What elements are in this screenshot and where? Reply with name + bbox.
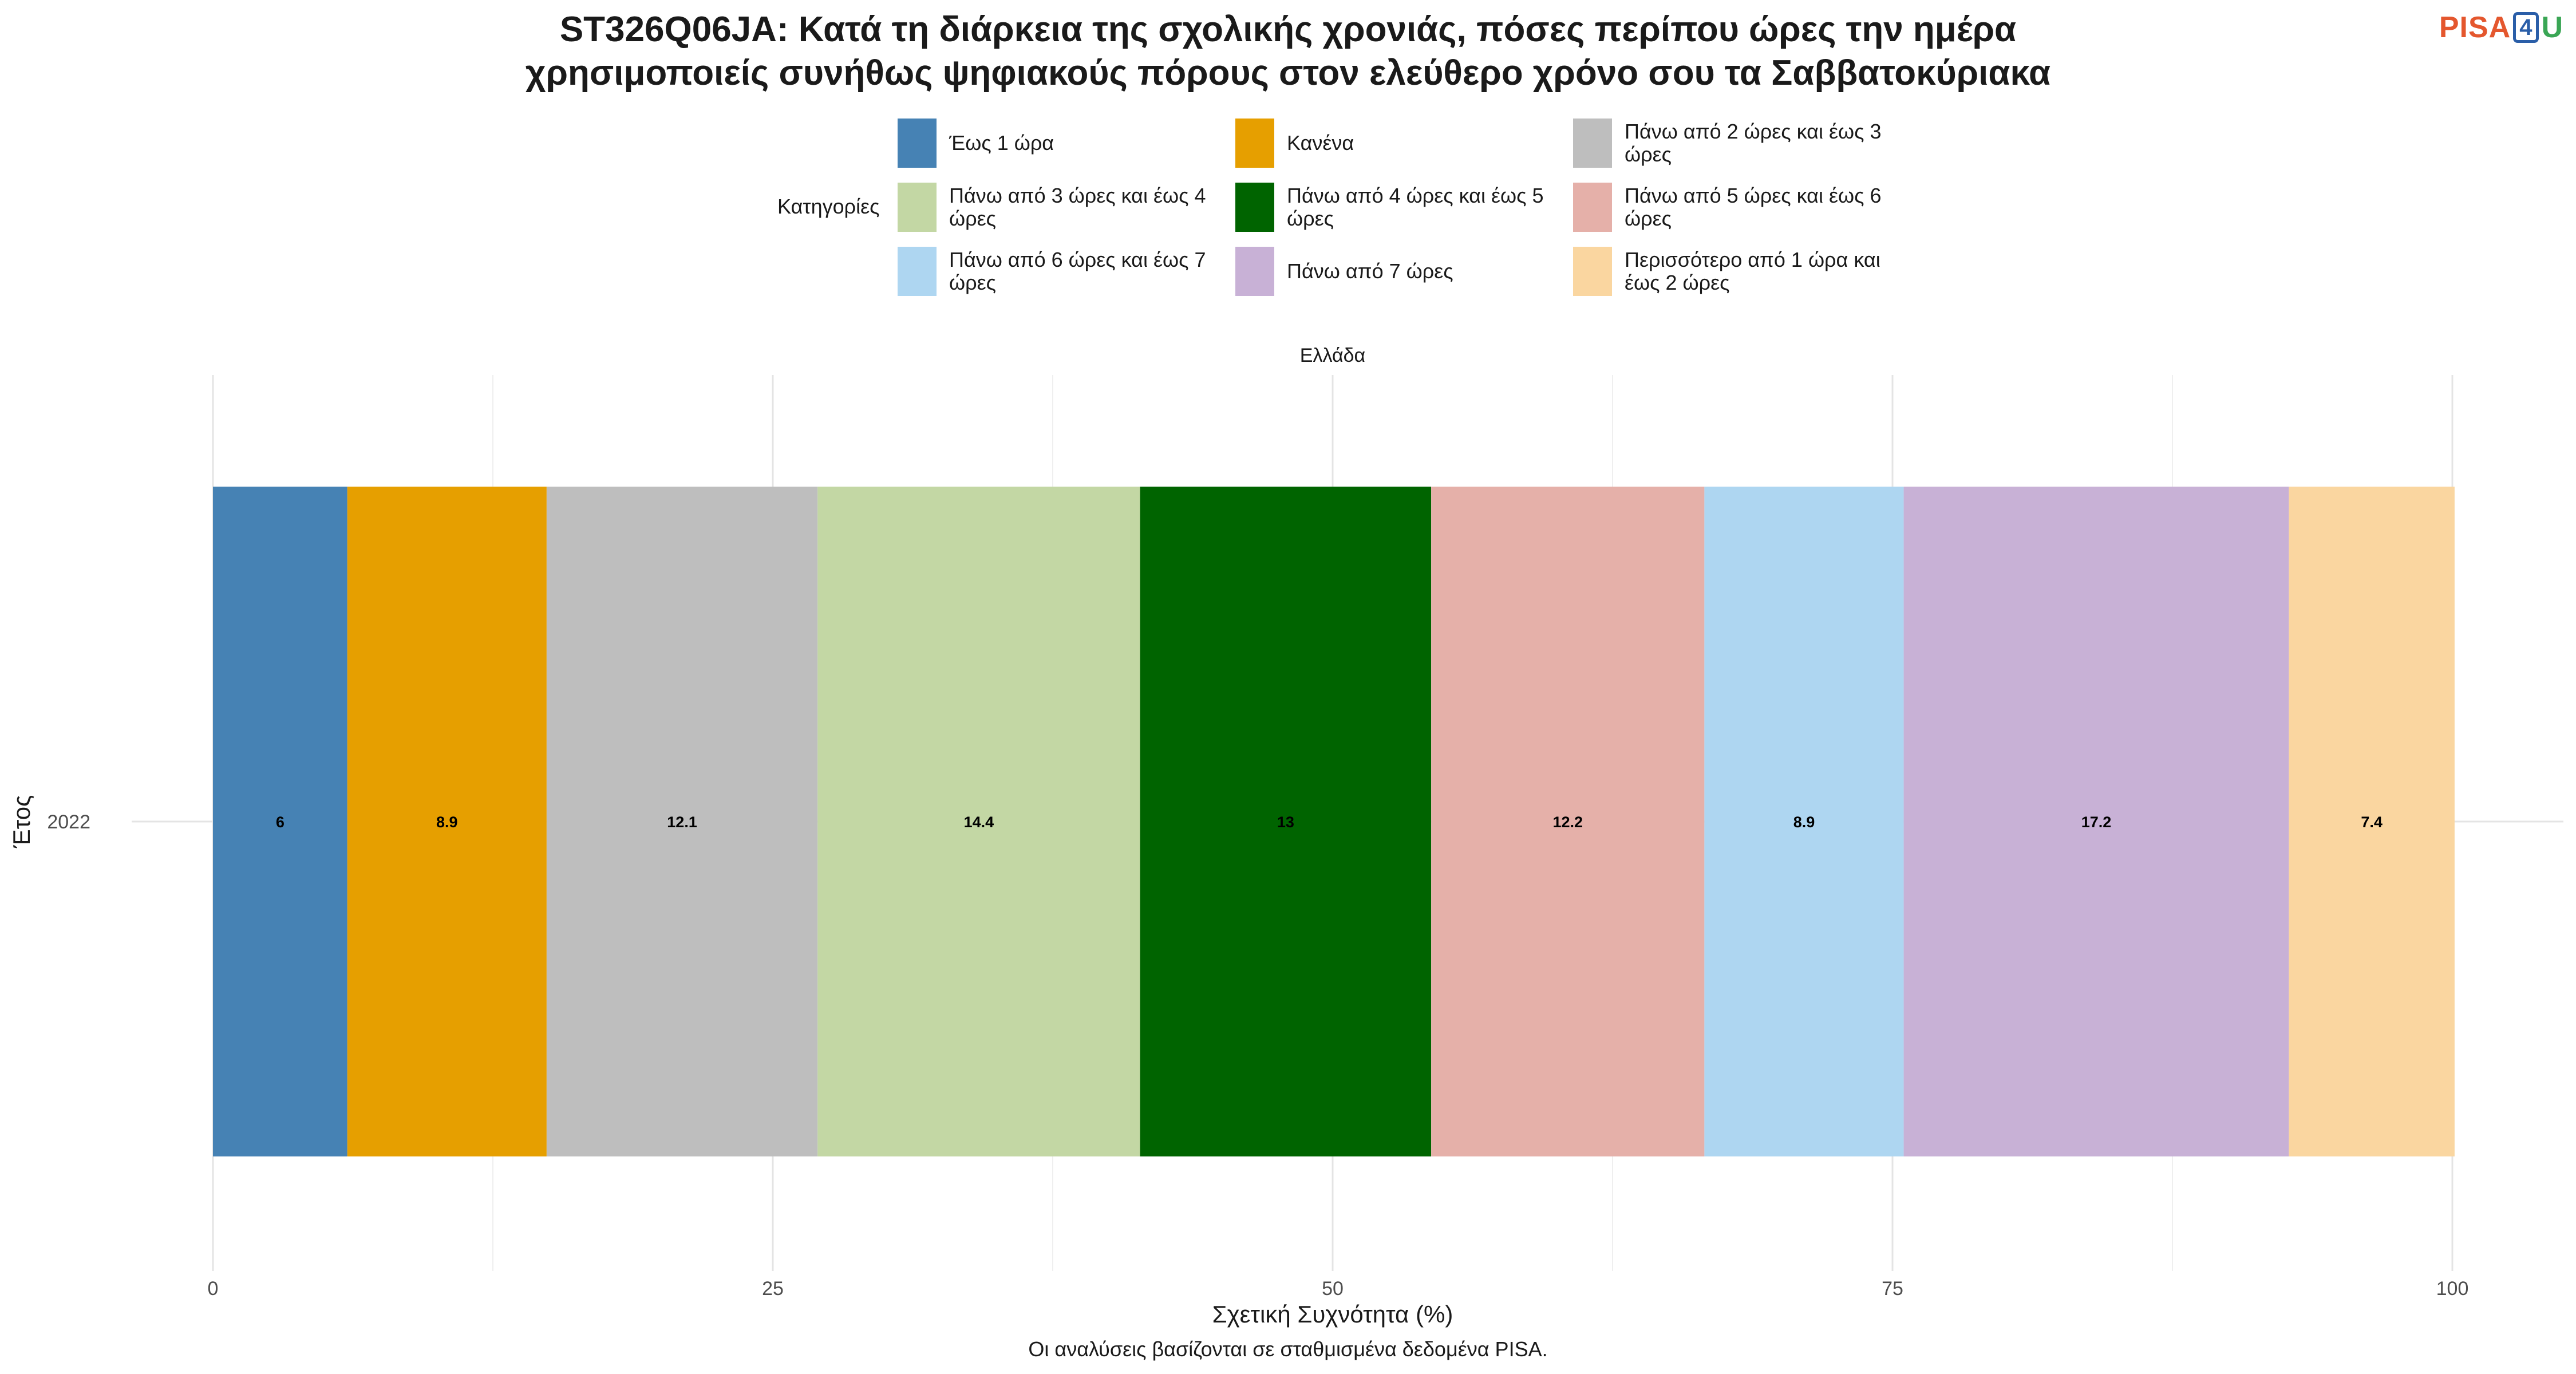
logo-suffix: U	[2541, 11, 2563, 44]
chart-title-line-2: χρησιμοποιείς συνήθως ψηφιακούς πόρους σ…	[525, 53, 2051, 93]
legend-item-3: Πάνω από 2 ώρες και έως 3 ώρες	[1573, 114, 1911, 172]
legend-label: Κανένα	[1287, 131, 1354, 155]
x-tick-label-75: 75	[1882, 1278, 1903, 1300]
bar-segment-4	[817, 487, 1140, 1156]
chart-title-line-1: ST326Q06JA: Κατά τη διάρκεια της σχολική…	[559, 10, 2017, 49]
legend-label: Περισσότερο από 1 ώρα και έως 2 ώρες	[1625, 248, 1880, 294]
facet-label: Ελλάδα	[1300, 345, 1365, 366]
chart-title: ST326Q06JA: Κατά τη διάρκεια της σχολική…	[0, 8, 2576, 95]
x-tick-label-100: 100	[2436, 1278, 2469, 1300]
x-tick-label-0: 0	[208, 1278, 219, 1300]
logo-prefix: PISA	[2439, 11, 2511, 44]
legend-item-4: Πάνω από 3 ώρες και έως 4 ώρες	[898, 179, 1235, 236]
logo-middle: 4	[2513, 12, 2539, 43]
legend-item-1: Έως 1 ώρα	[898, 114, 1235, 172]
legend-swatch	[1573, 119, 1612, 168]
legend-item-7: Πάνω από 6 ώρες και έως 7 ώρες	[898, 243, 1235, 300]
legend-swatch	[1235, 119, 1274, 168]
legend-swatch	[898, 247, 937, 296]
x-tick-label-50: 50	[1322, 1278, 1344, 1300]
legend-label: Πάνω από 3 ώρες και έως 4 ώρες	[949, 184, 1206, 230]
legend-swatch	[1573, 183, 1612, 232]
legend-swatch	[1235, 183, 1274, 232]
pisa4u-logo: PISA 4 U	[2439, 10, 2563, 45]
legend-item-2: Κανένα	[1235, 114, 1573, 172]
legend-label: Πάνω από 5 ώρες και έως 6 ώρες	[1625, 184, 1882, 230]
legend-label: Πάνω από 4 ώρες και έως 5 ώρες	[1287, 184, 1544, 230]
legend-item-5: Πάνω από 4 ώρες και έως 5 ώρες	[1235, 179, 1573, 236]
legend-label: Πάνω από 2 ώρες και έως 3 ώρες	[1625, 120, 1882, 166]
legend-label: Πάνω από 7 ώρες	[1287, 259, 1453, 283]
bar-segment-3	[546, 487, 818, 1156]
legend-swatch	[1235, 247, 1274, 296]
legend-swatch	[1573, 247, 1612, 296]
y-tick-label: 2022	[47, 811, 90, 833]
bar-segment-9	[2289, 487, 2455, 1156]
data-label-8: 17.2	[2081, 814, 2112, 831]
bar-segment-6	[1431, 487, 1705, 1156]
legend-label: Πάνω από 6 ώρες και έως 7 ώρες	[949, 248, 1206, 294]
legend-swatch	[898, 119, 937, 168]
data-label-7: 8.9	[1793, 814, 1815, 831]
x-axis-title: Σχετική Συχνότητα (%)	[1212, 1301, 1453, 1328]
data-label-6: 12.2	[1552, 814, 1583, 831]
data-label-3: 12.1	[667, 814, 697, 831]
data-label-1: 6	[276, 814, 285, 831]
data-label-5: 13	[1277, 814, 1294, 831]
legend-item-6: Πάνω από 5 ώρες και έως 6 ώρες	[1573, 179, 1911, 236]
y-axis-title: Έτος	[8, 795, 35, 849]
legend-swatch	[898, 183, 937, 232]
legend-item-8: Πάνω από 7 ώρες	[1235, 243, 1573, 300]
chart-caption: Οι αναλύσεις βασίζονται σε σταθμισμένα δ…	[1028, 1337, 1548, 1361]
chart-legend: Έως 1 ώρα Κανένα Πάνω από 2 ώρες και έως 3…	[898, 114, 1928, 303]
bar-segment-5	[1140, 487, 1432, 1156]
bar-segment-8	[1903, 487, 2289, 1156]
bar-segment-7	[1704, 487, 1904, 1156]
legend-title: Κατηγορίες	[777, 195, 880, 218]
bar-segment-1	[213, 487, 347, 1156]
data-label-9: 7.4	[2361, 814, 2383, 831]
legend-label: Έως 1 ώρα	[949, 131, 1054, 155]
data-label-2: 8.9	[436, 814, 458, 831]
bar-segment-2	[347, 487, 547, 1156]
data-label-4: 14.4	[964, 814, 994, 831]
legend-item-9: Περισσότερο από 1 ώρα και έως 2 ώρες	[1573, 243, 1911, 300]
x-tick-label-25: 25	[762, 1278, 784, 1300]
